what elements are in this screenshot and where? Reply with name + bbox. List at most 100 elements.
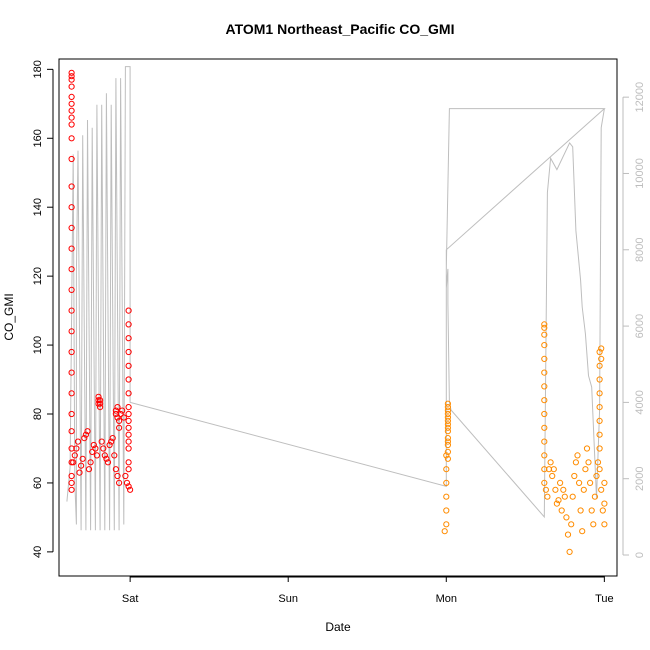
- series-1-point: [106, 441, 113, 449]
- series-1-point: [98, 438, 105, 445]
- series-1-point: [68, 114, 75, 121]
- series-2-point: [560, 486, 567, 493]
- series-1-point: [68, 183, 75, 190]
- series-2-point: [541, 397, 548, 404]
- series-2-point: [541, 479, 548, 486]
- series-1-point: [68, 369, 75, 376]
- series-2-point: [444, 400, 451, 407]
- series-2-point: [544, 493, 551, 500]
- series-1-point: [89, 448, 96, 455]
- series-1-point: [81, 435, 88, 442]
- series-2-point: [587, 479, 594, 486]
- series-1-point: [125, 404, 132, 411]
- series-2-point: [598, 486, 605, 493]
- series-2-point: [541, 324, 548, 331]
- series-1-point: [92, 445, 99, 452]
- series-1-point: [68, 459, 75, 466]
- series-1-point: [123, 479, 131, 486]
- series-1-point: [74, 438, 82, 445]
- series-1-point: [125, 321, 132, 328]
- series-1-point: [68, 245, 75, 252]
- series-2-point: [599, 507, 606, 514]
- series-2-point: [541, 355, 548, 362]
- series-1-point: [111, 452, 118, 459]
- series-1-point: [100, 445, 107, 452]
- series-2-point: [580, 486, 587, 493]
- series-2-point: [444, 407, 451, 414]
- series-2-point: [593, 472, 600, 480]
- series-1-point: [68, 445, 75, 452]
- series-2-point: [588, 507, 595, 514]
- series-2-point: [555, 497, 562, 504]
- series-1-point: [104, 459, 112, 466]
- series-2-point: [577, 507, 584, 514]
- series-2-point: [443, 521, 450, 528]
- series-1-point: [68, 121, 75, 128]
- series-2-point: [541, 342, 548, 349]
- series-1-point: [95, 393, 102, 400]
- series-1-point: [97, 404, 104, 411]
- x-tick-label: Sat: [122, 593, 139, 605]
- y-tick-label: 160: [32, 129, 44, 147]
- series-1-point: [125, 348, 132, 356]
- series-1-point: [95, 397, 102, 404]
- series-2-point: [443, 466, 450, 473]
- series-2-point: [601, 521, 608, 528]
- series-1-point: [68, 204, 75, 211]
- series-1-point: [112, 407, 120, 414]
- y2-tick-label: 6000: [634, 314, 646, 338]
- series-1-point: [125, 483, 132, 490]
- series-2-point: [598, 345, 605, 352]
- series-1-point: [116, 417, 123, 424]
- series-1-point: [116, 424, 123, 431]
- y-tick-label: 140: [32, 198, 44, 216]
- series-2-point: [444, 441, 451, 449]
- series-1-point: [78, 462, 85, 469]
- series-1-point: [68, 286, 75, 293]
- y-axis-label: CO_GMI: [2, 293, 16, 340]
- series-2-point: [557, 479, 564, 486]
- y-tick-label: 100: [32, 336, 44, 354]
- series-1-point: [125, 424, 132, 431]
- series-2-point: [569, 493, 576, 500]
- series-2-point: [576, 479, 583, 486]
- y2-tick-label: 10000: [634, 158, 646, 189]
- series-1-point: [68, 224, 75, 231]
- chart-title: ATOM1 Northeast_Pacific CO_GMI: [226, 21, 455, 37]
- series-1-point: [125, 431, 132, 438]
- series-2-point: [541, 383, 548, 390]
- y2-tick-label: 0: [634, 552, 646, 558]
- series-1-point: [125, 459, 132, 466]
- altitude-line: [66, 66, 606, 531]
- series-2-point: [549, 472, 556, 480]
- series-1-point: [68, 73, 75, 80]
- y-tick-label: 60: [32, 477, 44, 489]
- series-1-point: [68, 486, 75, 493]
- y2-axis: 0 2000 4000 6000 8000 10000 12000: [622, 82, 646, 558]
- series-2-point: [561, 493, 568, 500]
- series-1-point: [68, 107, 75, 114]
- series-1-point: [82, 431, 90, 438]
- x-tick-label: Mon: [436, 593, 457, 605]
- series-1-point: [85, 466, 93, 473]
- series-2-point: [558, 507, 565, 514]
- series-2-point: [571, 472, 578, 480]
- series-2-point: [444, 428, 451, 435]
- series-1-point: [68, 348, 75, 356]
- series-1-point: [68, 83, 75, 90]
- y2-tick-label: 12000: [634, 82, 646, 113]
- series-1-point: [68, 93, 75, 101]
- series-1-point: [71, 452, 78, 459]
- series-2-point: [553, 500, 561, 507]
- series-2-point: [574, 452, 581, 459]
- series-1-point: [93, 452, 101, 459]
- series-2-point: [444, 410, 451, 418]
- series-1-point: [125, 445, 132, 452]
- series-1-point: [112, 466, 120, 473]
- series-1-point: [114, 414, 121, 421]
- series-2-point: [596, 348, 603, 356]
- series-2-point: [552, 486, 559, 493]
- series-2-point: [596, 404, 603, 411]
- series-1-point: [120, 414, 127, 421]
